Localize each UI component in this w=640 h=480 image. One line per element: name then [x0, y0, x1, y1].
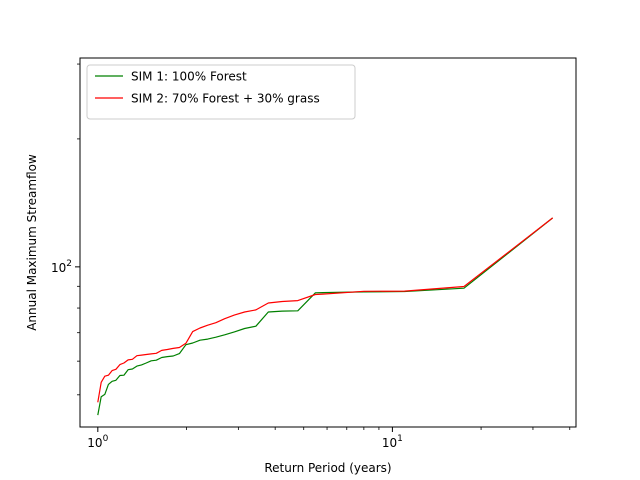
x-tick-label: 100 [87, 434, 108, 450]
plot-frame [79, 57, 577, 428]
series-line-2 [97, 217, 554, 403]
x-tick-label: 101 [382, 434, 403, 450]
y-tick-label: 102 [51, 259, 72, 275]
legend-label: SIM 1: 100% Forest [131, 70, 247, 84]
x-axis-label: Return Period (years) [264, 461, 391, 475]
series-layer [97, 217, 554, 416]
legend-box [86, 64, 356, 120]
legend-label: SIM 2: 70% Forest + 30% grass [131, 92, 320, 106]
tick-layer: 100 101 102 [51, 63, 571, 450]
legend: SIM 1: 100% Forest SIM 2: 70% Forest + 30… [86, 64, 356, 120]
series-line-1 [97, 217, 554, 416]
y-axis-label: Annual Maximum Streamflow [25, 154, 39, 331]
